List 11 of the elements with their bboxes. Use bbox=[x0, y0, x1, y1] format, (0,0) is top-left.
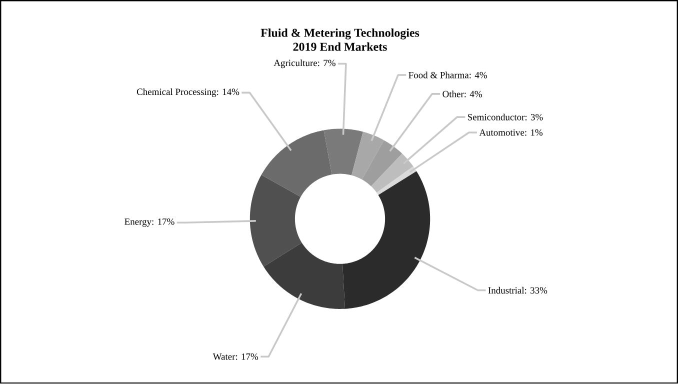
slice-label: Food & Pharma: 4% bbox=[408, 72, 487, 79]
slice-label: Automotive: 1% bbox=[479, 129, 543, 136]
slice-label: Water: 17% bbox=[212, 354, 258, 360]
slice-label: Industrial: 33% bbox=[488, 287, 548, 294]
chart-title: Fluid & Metering Technologies bbox=[260, 28, 420, 40]
slice-label: Chemical Processing: 14% bbox=[136, 88, 240, 98]
slice-label: Other: 4% bbox=[442, 90, 482, 98]
slice-label: Energy: 17% bbox=[124, 218, 174, 227]
chart-subtitle: 2019 End Markets bbox=[293, 42, 387, 51]
slice-label: Agriculture: 7% bbox=[274, 60, 336, 68]
slice-label: Semiconductor: 3% bbox=[468, 114, 543, 121]
